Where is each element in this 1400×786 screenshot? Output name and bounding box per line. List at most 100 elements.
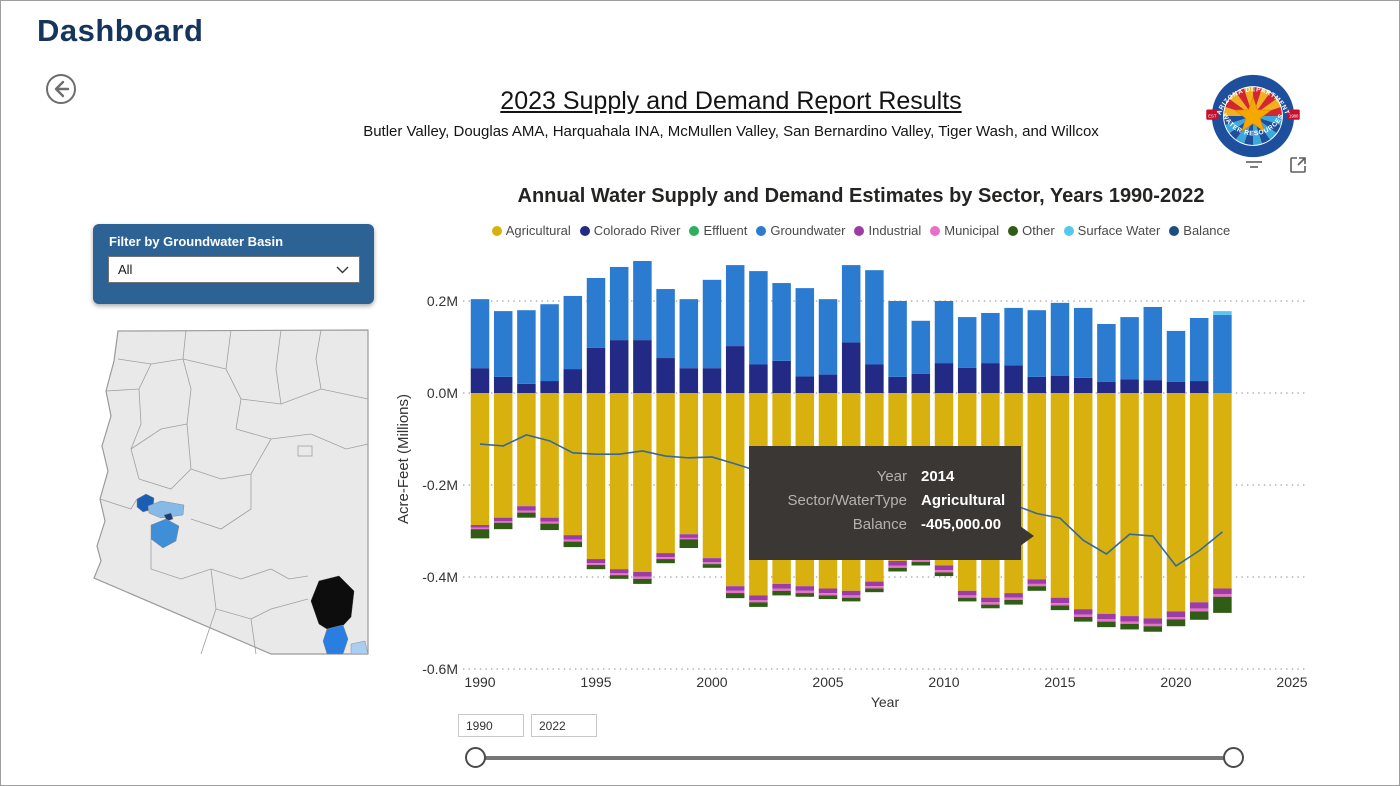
bar-segment[interactable]	[888, 565, 907, 568]
bar-segment[interactable]	[865, 588, 884, 593]
map-basin-san-bernardino-valley[interactable]	[350, 640, 369, 655]
bar-segment[interactable]	[1143, 623, 1163, 627]
bar-segment[interactable]	[772, 590, 791, 596]
bar-segment[interactable]	[517, 510, 536, 513]
bar-segment[interactable]	[679, 299, 699, 369]
popout-icon[interactable]	[1288, 155, 1308, 175]
bar-segment[interactable]	[633, 571, 652, 577]
bar-segment[interactable]	[1143, 618, 1163, 624]
bar-segment[interactable]	[1213, 314, 1232, 393]
bar-segment[interactable]	[1166, 619, 1186, 627]
bar-segment[interactable]	[725, 393, 745, 587]
bar-segment[interactable]	[609, 573, 629, 576]
bar-segment[interactable]	[981, 602, 1000, 605]
bar-segment[interactable]	[934, 570, 954, 573]
bar-segment[interactable]	[795, 590, 815, 594]
bar-segment[interactable]	[540, 304, 559, 382]
bar-segment[interactable]	[470, 368, 490, 393]
bar-segment[interactable]	[470, 525, 490, 528]
bar-segment[interactable]	[656, 289, 675, 359]
bar-segment[interactable]	[1189, 611, 1209, 620]
bar-segment[interactable]	[911, 561, 931, 566]
bar-segment[interactable]	[1213, 594, 1232, 597]
bar-segment[interactable]	[656, 358, 675, 393]
bar-segment[interactable]	[911, 373, 931, 393]
bar-segment[interactable]	[470, 527, 490, 530]
bar-segment[interactable]	[1050, 605, 1070, 611]
bar-segment[interactable]	[679, 537, 699, 540]
bar-segment[interactable]	[1004, 365, 1023, 393]
bar-segment[interactable]	[981, 597, 1000, 603]
bar-segment[interactable]	[702, 393, 722, 559]
bar-segment[interactable]	[1120, 621, 1139, 624]
bar-segment[interactable]	[841, 595, 861, 598]
legend-item-municipal[interactable]: Municipal	[930, 223, 999, 238]
bar-segment[interactable]	[563, 369, 583, 393]
map-basin-mcmullen-valley[interactable]	[147, 500, 185, 519]
bar-segment[interactable]	[540, 393, 559, 518]
bar-segment[interactable]	[865, 364, 884, 393]
bar-segment[interactable]	[656, 557, 675, 560]
bar-segment[interactable]	[725, 593, 745, 599]
bar-segment[interactable]	[702, 368, 722, 393]
bar-segment[interactable]	[772, 583, 791, 589]
bar-segment[interactable]	[1120, 623, 1139, 630]
bar-segment[interactable]	[563, 295, 583, 370]
bar-segment[interactable]	[1189, 381, 1209, 393]
bar-segment[interactable]	[772, 360, 791, 393]
bar-segment[interactable]	[1027, 310, 1047, 377]
bar-segment[interactable]	[702, 279, 722, 369]
bar-segment[interactable]	[609, 340, 629, 393]
bar-segment[interactable]	[1027, 586, 1047, 591]
bar-segment[interactable]	[493, 376, 513, 393]
bar-segment[interactable]	[1027, 583, 1047, 587]
bar-segment[interactable]	[679, 393, 699, 535]
bar-segment[interactable]	[1120, 393, 1139, 617]
bar-segment[interactable]	[702, 564, 722, 568]
bar-segment[interactable]	[888, 376, 907, 393]
bar-segment[interactable]	[911, 559, 931, 562]
bar-segment[interactable]	[888, 301, 907, 377]
bar-segment[interactable]	[1189, 318, 1209, 382]
bar-segment[interactable]	[725, 346, 745, 393]
bar-segment[interactable]	[725, 586, 745, 591]
bar-segment[interactable]	[1189, 602, 1209, 609]
bar-segment[interactable]	[749, 595, 768, 600]
legend-item-other[interactable]: Other	[1008, 223, 1055, 238]
bar-segment[interactable]	[517, 383, 536, 393]
bar-segment[interactable]	[981, 363, 1000, 393]
bar-segment[interactable]	[1050, 375, 1070, 393]
map-basin-harquahala-ina[interactable]	[150, 518, 180, 549]
bar-segment[interactable]	[1050, 302, 1070, 376]
bar-segment[interactable]	[493, 393, 513, 518]
bar-segment[interactable]	[725, 590, 745, 594]
bar-segment[interactable]	[1166, 611, 1186, 618]
bar-segment[interactable]	[795, 288, 815, 377]
range-start-input[interactable]	[458, 714, 524, 737]
bar-segment[interactable]	[1004, 593, 1023, 598]
bar-segment[interactable]	[934, 572, 954, 577]
bar-segment[interactable]	[1213, 588, 1232, 595]
bar-segment[interactable]	[1120, 379, 1139, 393]
bar-segment[interactable]	[586, 278, 606, 348]
bar-segment[interactable]	[633, 393, 652, 572]
bar-segment[interactable]	[934, 565, 954, 571]
year-slider-handle-start[interactable]	[465, 747, 486, 768]
bar-segment[interactable]	[609, 393, 629, 570]
year-slider-track[interactable]	[475, 756, 1235, 760]
bar-segment[interactable]	[1050, 597, 1070, 604]
bar-segment[interactable]	[1004, 600, 1023, 605]
legend-item-balance[interactable]: Balance	[1169, 223, 1230, 238]
bar-segment[interactable]	[841, 590, 861, 596]
bar-segment[interactable]	[1143, 626, 1163, 632]
bar-segment[interactable]	[888, 567, 907, 572]
bar-segment[interactable]	[563, 393, 583, 536]
bar-segment[interactable]	[540, 381, 559, 393]
bar-segment[interactable]	[493, 521, 513, 523]
bar-segment[interactable]	[540, 521, 559, 524]
bar-segment[interactable]	[1050, 393, 1070, 598]
bar-segment[interactable]	[586, 565, 606, 570]
bar-segment[interactable]	[841, 597, 861, 602]
bar-segment[interactable]	[540, 517, 559, 522]
bar-segment[interactable]	[957, 367, 977, 393]
